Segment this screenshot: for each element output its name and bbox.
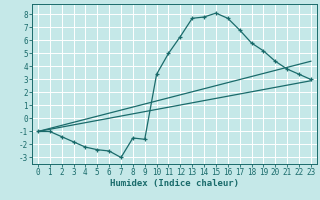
X-axis label: Humidex (Indice chaleur): Humidex (Indice chaleur) (110, 179, 239, 188)
